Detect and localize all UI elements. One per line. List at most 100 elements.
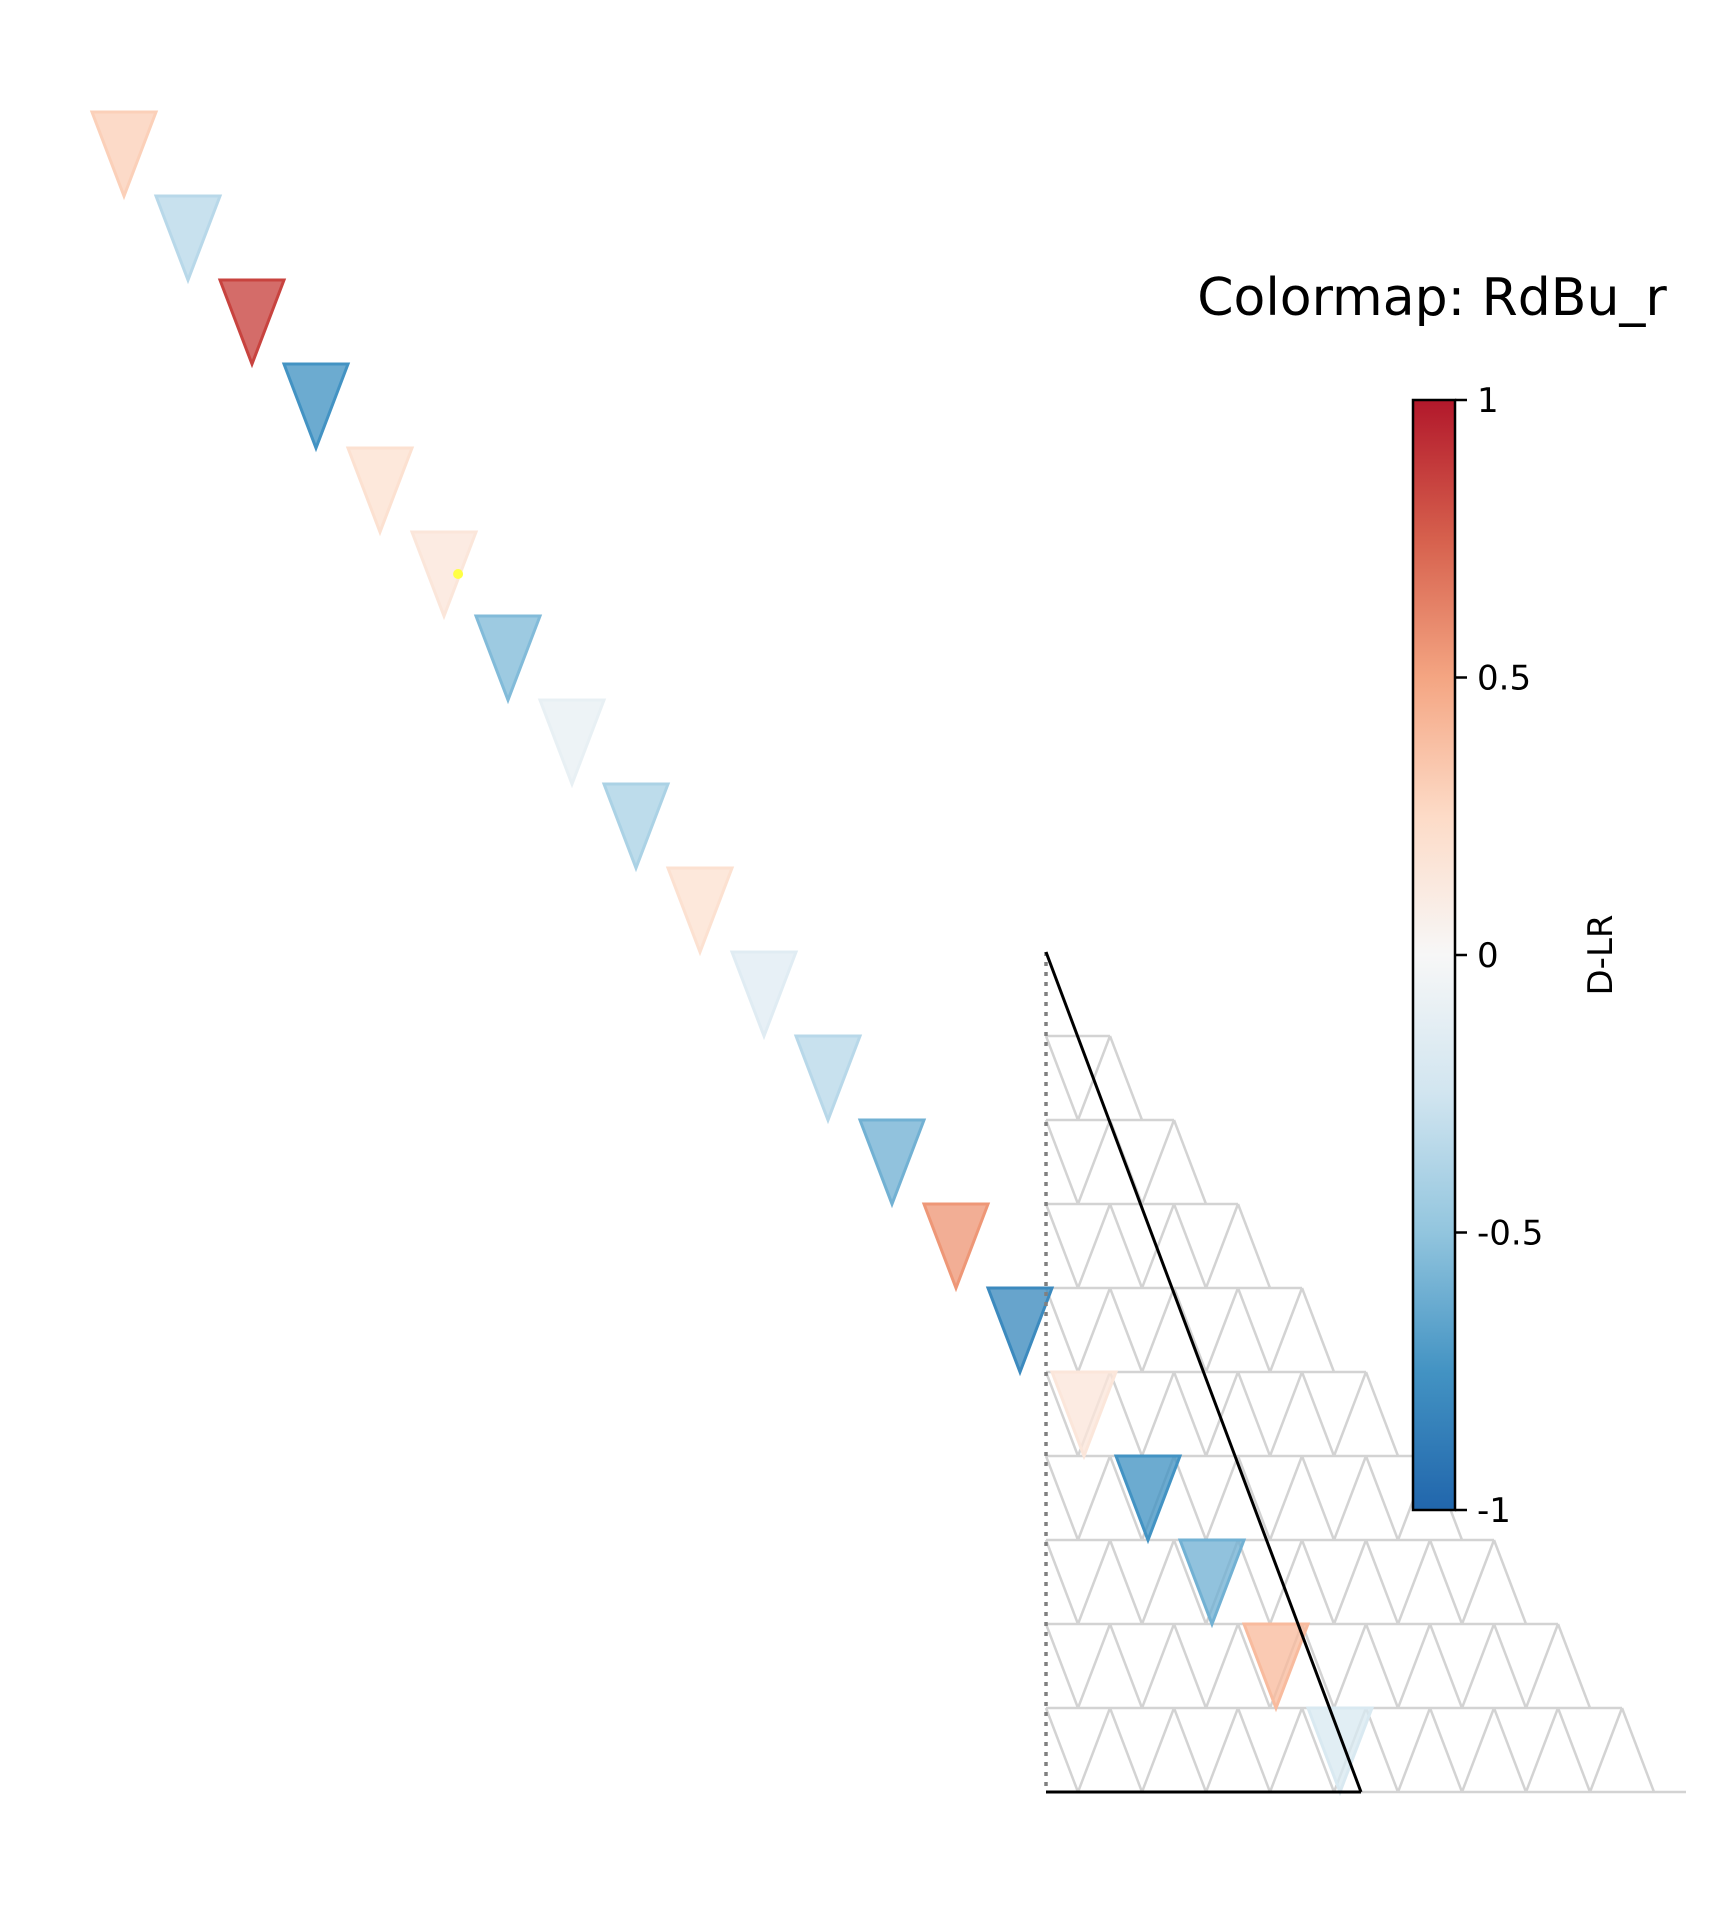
- grid-diag-line: [1076, 1707, 1112, 1793]
- grid-diag-line: [1300, 1707, 1336, 1793]
- grid-diag-line: [1204, 1623, 1240, 1709]
- grid-diag-line: [1108, 1455, 1144, 1541]
- grid-diag-line: [1332, 1539, 1368, 1625]
- grid-diag-line: [1076, 1623, 1112, 1709]
- grid-diag-line: [1044, 1287, 1080, 1373]
- colorbar-label: D-LR: [1581, 914, 1621, 995]
- grid-diag-line: [1108, 1203, 1144, 1289]
- diagonal-triangles: [89, 110, 1375, 1797]
- grid-diag-line: [1204, 1707, 1240, 1793]
- grid-diag-line: [1108, 1623, 1144, 1709]
- grid-diag-line: [1556, 1707, 1592, 1793]
- grid-diag-line: [1300, 1287, 1336, 1373]
- grid-diag-line: [1396, 1623, 1432, 1709]
- grid-diag-line: [1364, 1539, 1400, 1625]
- grid-diag-line: [1492, 1539, 1528, 1625]
- grid-diag-line: [1044, 1623, 1080, 1709]
- grid-diag-line: [1044, 1035, 1080, 1121]
- grid-diag-line: [1204, 1455, 1240, 1541]
- grid-diag-line: [1268, 1371, 1304, 1457]
- grid-diag-line: [1172, 1287, 1208, 1373]
- diagonal-triangle: [601, 782, 671, 873]
- grid-diag-line: [1172, 1203, 1208, 1289]
- grid-diag-line: [1300, 1371, 1336, 1457]
- colorbar-gradient: [1411, 398, 1457, 1512]
- grid-diag-line: [1172, 1371, 1208, 1457]
- grid-diag-line: [1268, 1287, 1304, 1373]
- diagonal-triangle: [217, 278, 287, 369]
- grid-diag-line: [1460, 1623, 1496, 1709]
- grid-diag-line: [1428, 1539, 1464, 1625]
- grid-diag-line: [1524, 1707, 1560, 1793]
- marker-layer: [453, 569, 464, 579]
- grid-diag-line: [1236, 1371, 1272, 1457]
- grid-diag-line: [1332, 1371, 1368, 1457]
- grid-diag-line: [1492, 1707, 1528, 1793]
- grid-diag-line: [1364, 1707, 1400, 1793]
- grid-diag-line: [1236, 1455, 1272, 1541]
- diagonal-triangle: [473, 614, 543, 705]
- grid-diag-line: [1044, 1203, 1080, 1289]
- diagonal-triangle: [793, 1034, 863, 1125]
- grid-diag-line: [1236, 1707, 1272, 1793]
- diagonal-triangle: [281, 362, 351, 453]
- diagonal-triangle: [1049, 1370, 1119, 1461]
- grid-hypotenuse: [1044, 951, 1363, 1793]
- grid-diag-line: [1300, 1455, 1336, 1541]
- grid-diag-line: [1300, 1623, 1336, 1709]
- triangle-grid: [1044, 1034, 1686, 1794]
- grid-diag-line: [1044, 1539, 1080, 1625]
- grid-diag-line: [1332, 1455, 1368, 1541]
- colorbar-tick-label: 1: [1477, 381, 1499, 421]
- grid-diag-line: [1204, 1203, 1240, 1289]
- colorbar-tick-label: 0: [1477, 936, 1499, 976]
- grid-diag-line: [1236, 1623, 1272, 1709]
- grid-diag-line: [1236, 1287, 1272, 1373]
- diagonal-triangle: [1113, 1454, 1183, 1545]
- colorbar-tick-label: 0.5: [1477, 659, 1531, 699]
- grid-diag-line: [1044, 1707, 1080, 1793]
- grid-diag-line: [1364, 1455, 1400, 1541]
- colorbar-ticks: 1 0.5 0 -0.5 -1: [1455, 381, 1543, 1531]
- grid-diag-line: [1172, 1119, 1208, 1205]
- grid-diag-line: [1140, 1119, 1176, 1205]
- grid-diag-line: [1140, 1203, 1176, 1289]
- grid-diag-line: [1268, 1455, 1304, 1541]
- diagonal-triangle: [729, 950, 799, 1041]
- grid-diag-line: [1236, 1539, 1272, 1625]
- diagonal-triangle: [1241, 1622, 1311, 1713]
- diagonal-triangle: [1305, 1706, 1375, 1797]
- grid-diag-line: [1076, 1119, 1112, 1205]
- grid-diag-line: [1140, 1539, 1176, 1625]
- grid-diag-line: [1108, 1539, 1144, 1625]
- grid-diag-line: [1492, 1623, 1528, 1709]
- grid-diag-line: [1588, 1707, 1624, 1793]
- grid-diag-line: [1044, 1371, 1080, 1457]
- diagonal-triangle: [1177, 1538, 1247, 1629]
- colorbar-tick-label: -1: [1477, 1491, 1511, 1531]
- colorbar-tick-label: -0.5: [1477, 1214, 1543, 1254]
- grid-diag-line: [1076, 1455, 1112, 1541]
- chart-title: Colormap: RdBu_r: [1197, 268, 1667, 328]
- grid-diag-line: [1300, 1539, 1336, 1625]
- grid-diag-line: [1140, 1623, 1176, 1709]
- grid-diag-line: [1140, 1287, 1176, 1373]
- grid-diag-line: [1428, 1707, 1464, 1793]
- grid-diag-line: [1172, 1539, 1208, 1625]
- grid-diag-line: [1044, 1455, 1080, 1541]
- grid-diag-line: [1108, 1707, 1144, 1793]
- grid-diag-line: [1076, 1287, 1112, 1373]
- grid-diag-line: [1236, 1203, 1272, 1289]
- grid-diag-line: [1396, 1707, 1432, 1793]
- grid-diag-line: [1268, 1539, 1304, 1625]
- grid-diag-line: [1364, 1623, 1400, 1709]
- grid-diag-line: [1172, 1623, 1208, 1709]
- grid-diag-line: [1172, 1707, 1208, 1793]
- highlight-marker: [453, 569, 464, 579]
- grid-diag-line: [1044, 1119, 1080, 1205]
- grid-diag-line: [1268, 1707, 1304, 1793]
- diagonal-triangle: [89, 110, 159, 201]
- grid-diag-line: [1620, 1707, 1656, 1793]
- grid-diag-line: [1172, 1455, 1208, 1541]
